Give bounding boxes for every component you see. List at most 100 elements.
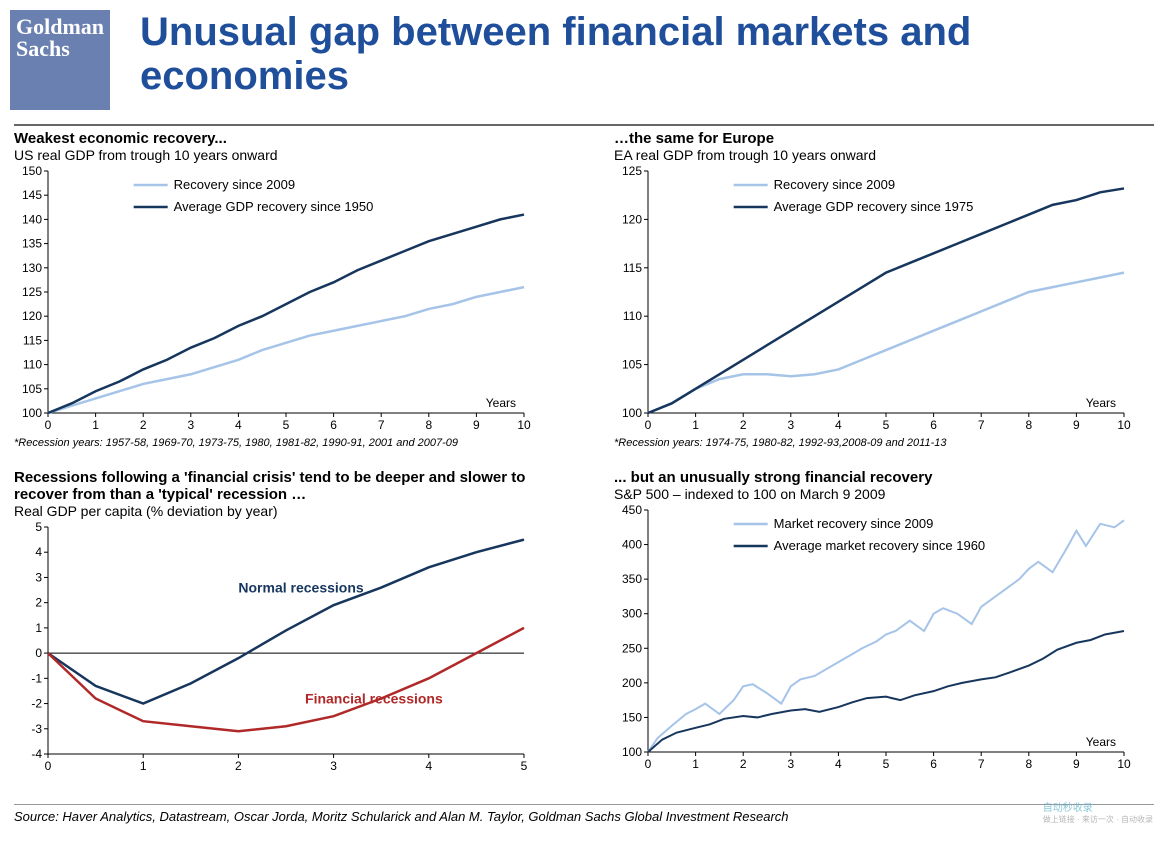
svg-text:Average GDP recovery since 195: Average GDP recovery since 1950 bbox=[174, 199, 374, 214]
svg-text:0: 0 bbox=[645, 418, 652, 432]
slide-header: Goldman Sachs Unusual gap between financ… bbox=[0, 0, 1168, 110]
svg-text:1: 1 bbox=[92, 418, 99, 432]
divider-top bbox=[14, 124, 1154, 126]
svg-text:Normal recessions: Normal recessions bbox=[238, 580, 363, 596]
svg-text:-2: -2 bbox=[31, 697, 42, 711]
svg-text:120: 120 bbox=[622, 212, 642, 226]
chart-svg: 100105110115120125012345678910Recovery s… bbox=[614, 165, 1134, 435]
svg-text:7: 7 bbox=[978, 757, 985, 771]
svg-text:-1: -1 bbox=[31, 671, 42, 685]
svg-text:-3: -3 bbox=[31, 722, 42, 736]
svg-text:5: 5 bbox=[883, 418, 890, 432]
svg-text:5: 5 bbox=[521, 759, 528, 773]
source-line: Source: Haver Analytics, Datastream, Osc… bbox=[0, 805, 1168, 824]
svg-text:130: 130 bbox=[22, 261, 42, 275]
svg-text:1: 1 bbox=[35, 621, 42, 635]
panel-subtitle: S&P 500 – indexed to 100 on March 9 2009 bbox=[614, 486, 1154, 502]
panel-subtitle: Real GDP per capita (% deviation by year… bbox=[14, 503, 554, 519]
svg-text:140: 140 bbox=[22, 212, 42, 226]
svg-text:Market recovery since 2009: Market recovery since 2009 bbox=[774, 516, 934, 531]
svg-text:150: 150 bbox=[622, 710, 642, 724]
svg-text:6: 6 bbox=[930, 757, 937, 771]
svg-text:300: 300 bbox=[622, 607, 642, 621]
svg-text:Average GDP recovery since 197: Average GDP recovery since 1975 bbox=[774, 199, 974, 214]
svg-text:135: 135 bbox=[22, 237, 42, 251]
svg-text:Years: Years bbox=[1086, 396, 1116, 410]
svg-text:4: 4 bbox=[835, 418, 842, 432]
panel-us-gdp: Weakest economic recovery... US real GDP… bbox=[14, 130, 554, 461]
panel-sp500: ... but an unusually strong financial re… bbox=[614, 469, 1154, 800]
svg-text:150: 150 bbox=[22, 165, 42, 178]
svg-text:8: 8 bbox=[1025, 757, 1032, 771]
svg-text:Recovery since 2009: Recovery since 2009 bbox=[774, 177, 895, 192]
svg-text:100: 100 bbox=[622, 406, 642, 420]
svg-text:100: 100 bbox=[622, 745, 642, 759]
svg-text:7: 7 bbox=[378, 418, 385, 432]
svg-text:2: 2 bbox=[35, 596, 42, 610]
svg-text:6: 6 bbox=[330, 418, 337, 432]
watermark-brand: 自动秒收录 bbox=[1043, 803, 1093, 814]
svg-text:7: 7 bbox=[978, 418, 985, 432]
chart-svg: 1001051101151201251301351401451500123456… bbox=[14, 165, 534, 435]
svg-text:0: 0 bbox=[45, 418, 52, 432]
svg-text:200: 200 bbox=[622, 676, 642, 690]
svg-text:4: 4 bbox=[235, 418, 242, 432]
svg-text:105: 105 bbox=[622, 358, 642, 372]
svg-text:0: 0 bbox=[45, 759, 52, 773]
svg-text:450: 450 bbox=[622, 504, 642, 517]
svg-text:125: 125 bbox=[622, 165, 642, 178]
svg-text:Financial recessions: Financial recessions bbox=[305, 691, 443, 707]
svg-text:10: 10 bbox=[1117, 757, 1131, 771]
svg-text:110: 110 bbox=[23, 358, 42, 372]
svg-text:9: 9 bbox=[473, 418, 480, 432]
svg-text:400: 400 bbox=[622, 538, 642, 552]
svg-text:3: 3 bbox=[330, 759, 337, 773]
svg-text:3: 3 bbox=[787, 418, 794, 432]
logo-line1: Goldman bbox=[16, 16, 104, 38]
slide-title: Unusual gap between financial markets an… bbox=[140, 10, 1168, 98]
svg-text:1: 1 bbox=[692, 757, 699, 771]
svg-text:10: 10 bbox=[1117, 418, 1131, 432]
svg-text:3: 3 bbox=[35, 570, 42, 584]
panel-subtitle: EA real GDP from trough 10 years onward bbox=[614, 147, 1154, 163]
svg-text:2: 2 bbox=[235, 759, 242, 773]
chart-svg: 100150200250300350400450012345678910Mark… bbox=[614, 504, 1134, 774]
svg-text:8: 8 bbox=[1025, 418, 1032, 432]
svg-text:4: 4 bbox=[35, 545, 42, 559]
svg-text:Years: Years bbox=[1086, 735, 1116, 749]
svg-text:1: 1 bbox=[140, 759, 147, 773]
svg-text:Recovery since 2009: Recovery since 2009 bbox=[174, 177, 295, 192]
svg-text:-4: -4 bbox=[31, 747, 42, 761]
watermark-sub: 做上链接 · 来访一次 · 自动收录 bbox=[1043, 815, 1153, 824]
svg-text:9: 9 bbox=[1073, 757, 1080, 771]
chart-grid: Weakest economic recovery... US real GDP… bbox=[0, 130, 1168, 800]
svg-text:2: 2 bbox=[140, 418, 147, 432]
panel-title: …the same for Europe bbox=[614, 130, 1154, 147]
svg-text:9: 9 bbox=[1073, 418, 1080, 432]
svg-text:4: 4 bbox=[835, 757, 842, 771]
svg-text:Years: Years bbox=[486, 396, 516, 410]
svg-text:4: 4 bbox=[425, 759, 432, 773]
svg-text:115: 115 bbox=[623, 261, 642, 275]
svg-text:250: 250 bbox=[622, 641, 642, 655]
svg-text:2: 2 bbox=[740, 418, 747, 432]
watermark: 自动秒收录 做上链接 · 来访一次 · 自动收录 bbox=[1043, 799, 1153, 825]
svg-text:2: 2 bbox=[740, 757, 747, 771]
svg-text:1: 1 bbox=[692, 418, 699, 432]
svg-text:3: 3 bbox=[787, 757, 794, 771]
panel-recession-types: Recessions following a 'financial crisis… bbox=[14, 469, 554, 800]
svg-text:0: 0 bbox=[645, 757, 652, 771]
goldman-sachs-logo: Goldman Sachs bbox=[10, 10, 110, 110]
panel-footnote: *Recession years: 1974-75, 1980-82, 1992… bbox=[614, 437, 1154, 449]
svg-text:5: 5 bbox=[35, 521, 42, 534]
svg-text:125: 125 bbox=[22, 285, 42, 299]
svg-text:Average market recovery since: Average market recovery since 1960 bbox=[774, 538, 985, 553]
svg-text:6: 6 bbox=[930, 418, 937, 432]
svg-text:145: 145 bbox=[22, 188, 42, 202]
svg-text:105: 105 bbox=[22, 382, 42, 396]
panel-title: Recessions following a 'financial crisis… bbox=[14, 469, 534, 503]
svg-text:115: 115 bbox=[23, 333, 42, 347]
panel-subtitle: US real GDP from trough 10 years onward bbox=[14, 147, 554, 163]
svg-text:350: 350 bbox=[622, 572, 642, 586]
svg-text:5: 5 bbox=[283, 418, 290, 432]
